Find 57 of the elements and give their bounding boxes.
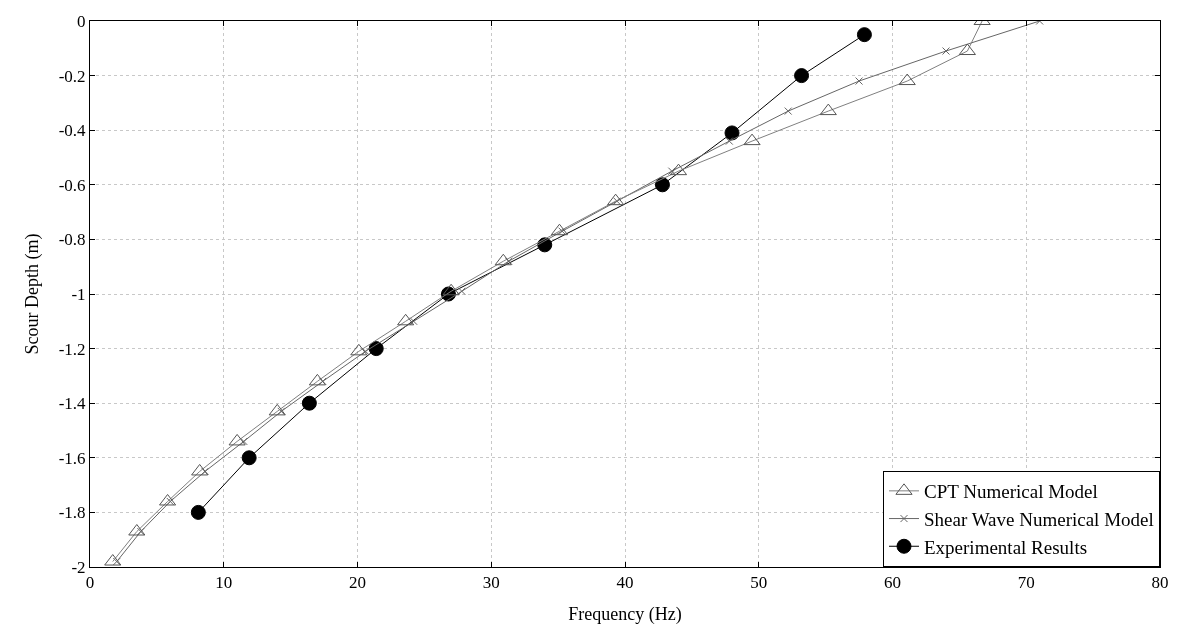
- x-axis-title: Frequency (Hz): [568, 603, 682, 625]
- point: [725, 137, 734, 146]
- y-tick-label: -1.8: [58, 503, 86, 523]
- point: [724, 125, 740, 141]
- point: [784, 107, 793, 116]
- point: [239, 437, 248, 446]
- point: [819, 103, 837, 116]
- point: [743, 133, 761, 146]
- point: [494, 253, 512, 266]
- x-tick-label: 70: [1017, 573, 1035, 593]
- point: [409, 317, 418, 326]
- point: [318, 377, 327, 386]
- point: [228, 433, 246, 446]
- y-axis-title: Scour Depth (m): [21, 233, 43, 355]
- y-tick-label: 0: [77, 11, 86, 31]
- point: [159, 493, 177, 506]
- point: [397, 313, 415, 326]
- y-tick-label: -0.4: [58, 121, 87, 141]
- point: [361, 347, 370, 356]
- point: [856, 27, 872, 43]
- y-tick-label: -0.2: [58, 66, 86, 86]
- point: [942, 47, 950, 56]
- x-tick-label: 10: [215, 573, 233, 593]
- point: [241, 450, 257, 466]
- legend-label: Experimental Results: [924, 536, 1088, 558]
- x-tick-label: 50: [750, 573, 768, 593]
- y-tick-label: -1.4: [58, 394, 87, 414]
- x-tick-label: 40: [616, 573, 634, 593]
- y-tick-label: -1.6: [58, 448, 86, 468]
- point: [308, 373, 326, 386]
- point: [855, 77, 864, 86]
- point: [191, 463, 209, 476]
- x-tick-label: 30: [482, 573, 500, 593]
- legend-label: Shear Wave Numerical Model: [924, 508, 1154, 530]
- point: [268, 403, 286, 416]
- y-tick-label: -1: [71, 284, 86, 304]
- point: [442, 283, 460, 296]
- legend-label: CPT Numerical Model: [924, 481, 1098, 503]
- y-tick-label: -2: [71, 557, 86, 577]
- point: [301, 395, 317, 411]
- point: [898, 73, 916, 86]
- point: [958, 43, 976, 56]
- point: [667, 167, 676, 176]
- point: [794, 68, 810, 84]
- point: [190, 504, 206, 520]
- x-tick-label: 20: [349, 573, 366, 593]
- point: [654, 177, 670, 193]
- point: [504, 257, 513, 266]
- point: [457, 287, 466, 296]
- y-tick-label: -0.8: [58, 230, 86, 250]
- point: [607, 193, 625, 206]
- y-tick-label: -1.2: [58, 339, 86, 359]
- y-tick-label: -0.6: [58, 175, 86, 195]
- point: [350, 343, 368, 356]
- x-tick-label: 60: [884, 573, 901, 593]
- point: [201, 467, 210, 476]
- x-tick-label: 80: [1151, 573, 1169, 593]
